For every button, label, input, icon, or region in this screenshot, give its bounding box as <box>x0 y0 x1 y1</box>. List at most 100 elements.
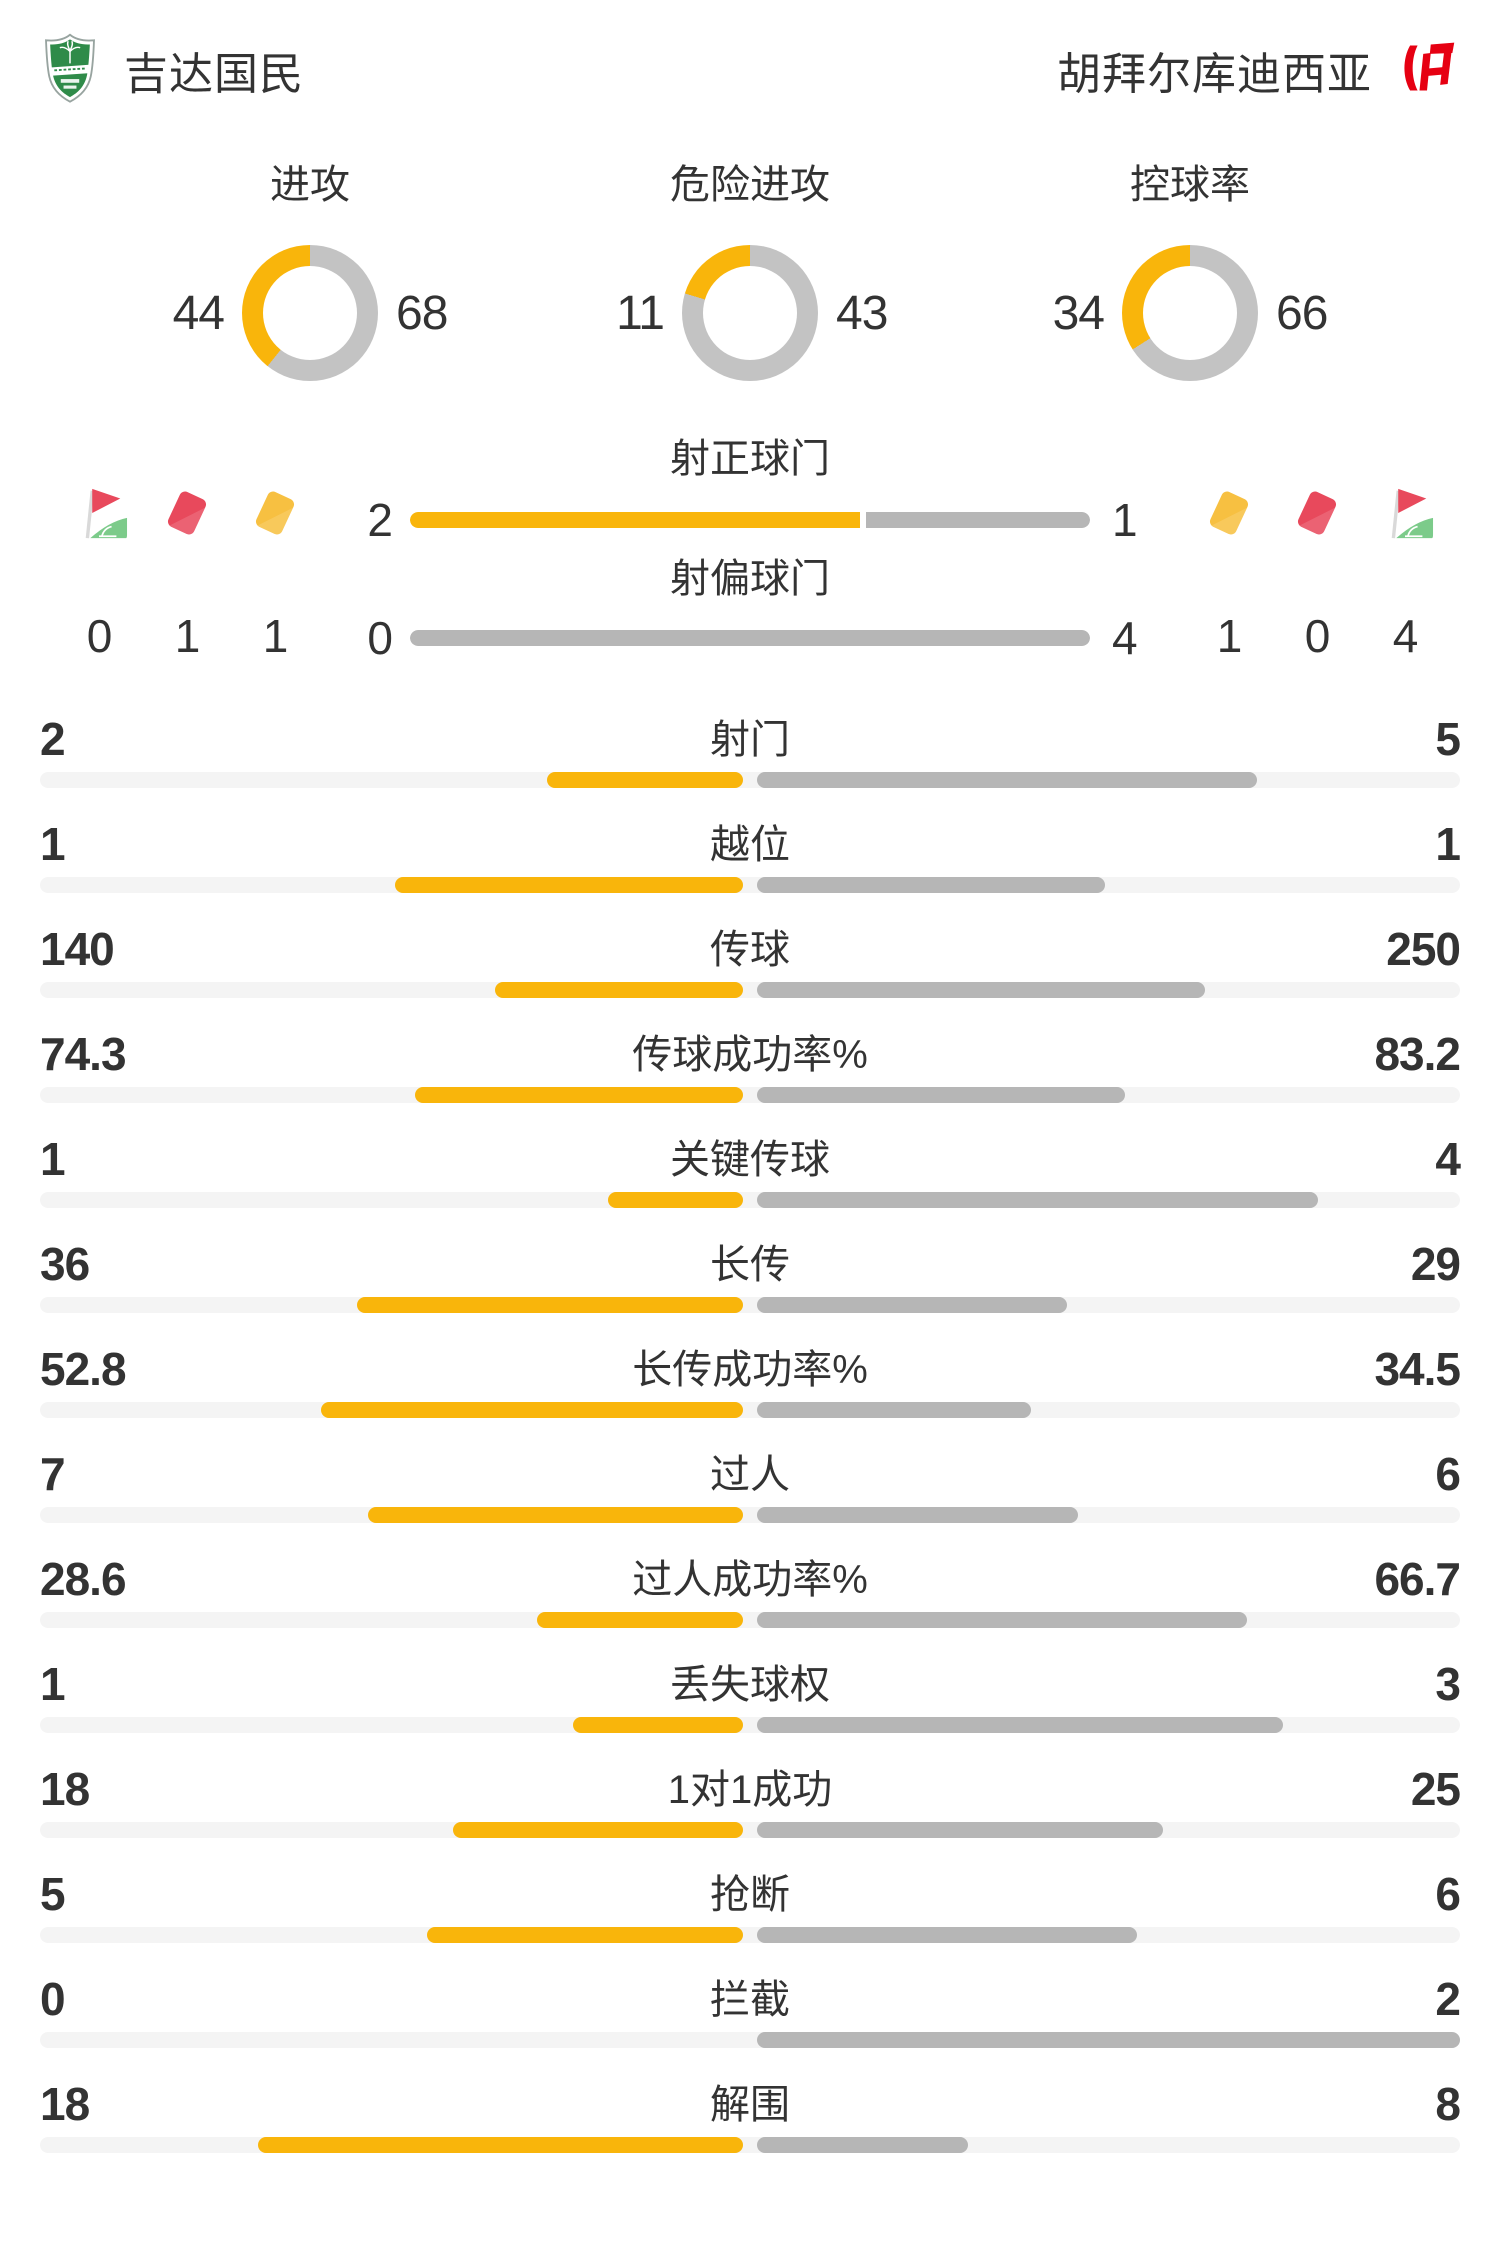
stat-row: 52.8 长传成功率% 34.5 <box>0 1318 1500 1423</box>
red-card-icon <box>1288 483 1346 543</box>
stat-bar-track <box>40 1297 1460 1313</box>
stat-label: 长传成功率% <box>632 1348 868 1392</box>
stat-home-value: 36 <box>40 1238 90 1290</box>
stat-row: 5 抢断 6 <box>0 1843 1500 1948</box>
stat-label: 丢失球权 <box>670 1663 830 1707</box>
stat-row: 1 越位 1 <box>0 793 1500 898</box>
stat-away-bar <box>757 1717 1283 1733</box>
stat-label: 过人 <box>710 1453 790 1497</box>
yellow-card-icon <box>1200 483 1258 543</box>
stat-bar-track <box>40 2137 1460 2153</box>
stat-row: 0 拦截 2 <box>0 1948 1500 2053</box>
stat-away-bar <box>757 1192 1318 1208</box>
donut-hole <box>703 266 797 360</box>
donut-chart: 控球率 34 66 <box>970 160 1410 381</box>
shots-on-target-title: 射正球门 <box>670 437 830 481</box>
stat-bar-track <box>40 1192 1460 1208</box>
shots-section: 射正球门 2 1 射偏球门 0 1 1 1 0 4 0 4 <box>0 420 1500 688</box>
shots-off-target-bar <box>410 630 1090 646</box>
donut-home-value: 11 <box>616 286 665 340</box>
stat-away-value: 2 <box>1435 1973 1461 2025</box>
donut-away-value: 68 <box>396 286 448 340</box>
stat-home-value: 1 <box>40 1133 66 1185</box>
stat-label: 过人成功率% <box>632 1558 868 1602</box>
yellow-card-icon <box>246 483 304 543</box>
stat-home-bar <box>367 1507 743 1523</box>
stat-home-value: 28.6 <box>40 1553 127 1605</box>
stat-home-bar <box>547 772 743 788</box>
stat-away-value: 6 <box>1435 1448 1461 1500</box>
stat-home-bar <box>608 1192 743 1208</box>
stat-home-value: 2 <box>40 713 66 765</box>
stats-rows-section: 2 射门 5 1 越位 1 140 传球 250 74.3 传球成功率% 83.2 1 关键传球 4 36 长传… <box>0 688 1500 2158</box>
stat-away-value: 66.7 <box>1374 1553 1461 1605</box>
corner-flag-icon <box>1376 483 1434 543</box>
home-team: 吉达国民 <box>42 32 304 109</box>
stat-away-bar <box>757 1402 1031 1418</box>
header: 吉达国民 胡拜尔库迪西亚 <box>42 30 1458 110</box>
stat-home-value: 1 <box>40 1658 66 1710</box>
stat-home-bar <box>536 1612 743 1628</box>
stat-home-value: 18 <box>40 2078 90 2130</box>
away-discipline-icons <box>1200 483 1434 543</box>
donut-chart: 危险进攻 11 43 <box>530 160 970 381</box>
stat-bar-track <box>40 1087 1460 1103</box>
stat-away-bar <box>757 1297 1067 1313</box>
shots-on-target-away-value: 1 <box>1112 494 1138 546</box>
stat-bar-track <box>40 982 1460 998</box>
donut-home-value: 34 <box>1052 286 1105 340</box>
home-team-logo-icon <box>42 32 98 109</box>
stat-row: 18 1对1成功 25 <box>0 1738 1500 1843</box>
stat-row: 1 丢失球权 3 <box>0 1633 1500 1738</box>
stat-away-value: 3 <box>1435 1658 1461 1710</box>
home-red-card-count: 1 <box>174 610 201 662</box>
stat-home-value: 18 <box>40 1763 90 1815</box>
stat-away-bar <box>757 1927 1138 1943</box>
stat-away-bar <box>757 982 1206 998</box>
stat-row: 28.6 过人成功率% 66.7 <box>0 1528 1500 1633</box>
shots-off-target-title: 射偏球门 <box>670 557 830 601</box>
donut-ring <box>682 245 818 381</box>
donut-title: 危险进攻 <box>670 163 830 207</box>
stat-home-value: 74.3 <box>40 1028 127 1080</box>
stat-home-bar <box>415 1087 743 1103</box>
stat-home-bar <box>427 1927 743 1943</box>
shots-off-target-away-bar <box>410 630 1090 646</box>
stat-row: 7 过人 6 <box>0 1423 1500 1528</box>
stat-label: 拦截 <box>710 1978 790 2022</box>
stat-label: 1对1成功 <box>667 1768 833 1812</box>
away-corner-flag-count: 4 <box>1392 610 1419 662</box>
stat-away-bar <box>757 772 1258 788</box>
stat-label: 射门 <box>710 718 790 762</box>
donut-hole <box>1143 266 1237 360</box>
stat-home-value: 52.8 <box>40 1343 127 1395</box>
stat-home-value: 7 <box>40 1448 66 1500</box>
stat-home-value: 5 <box>40 1868 66 1920</box>
stat-away-bar <box>757 1612 1247 1628</box>
stat-home-value: 0 <box>40 1973 66 2025</box>
away-discipline-values: 1 0 4 <box>1200 613 1434 659</box>
stat-bar-track <box>40 877 1460 893</box>
donut-chart: 进攻 44 68 <box>90 160 530 381</box>
stat-bar-track <box>40 1717 1460 1733</box>
stat-label: 关键传球 <box>670 1138 830 1182</box>
stat-away-value: 8 <box>1435 2078 1461 2130</box>
stat-row: 1 关键传球 4 <box>0 1108 1500 1213</box>
stat-home-bar <box>258 2137 743 2153</box>
stat-home-bar <box>452 1822 743 1838</box>
shots-on-target-away-bar <box>866 512 1090 528</box>
donut-title: 进攻 <box>270 163 350 207</box>
stat-away-bar <box>757 2032 1460 2048</box>
stat-label: 解围 <box>710 2083 790 2127</box>
stat-away-bar <box>757 1822 1163 1838</box>
donut-hole <box>263 266 357 360</box>
donut-home-value: 44 <box>172 286 225 340</box>
stat-away-value: 83.2 <box>1374 1028 1461 1080</box>
stat-bar-track <box>40 1402 1460 1418</box>
donut-away-value: 66 <box>1276 286 1328 340</box>
shots-on-target-home-value: 2 <box>367 494 393 546</box>
stat-row: 2 射门 5 <box>0 688 1500 793</box>
away-yellow-card-count: 1 <box>1216 610 1243 662</box>
stat-label: 长传 <box>710 1243 790 1287</box>
